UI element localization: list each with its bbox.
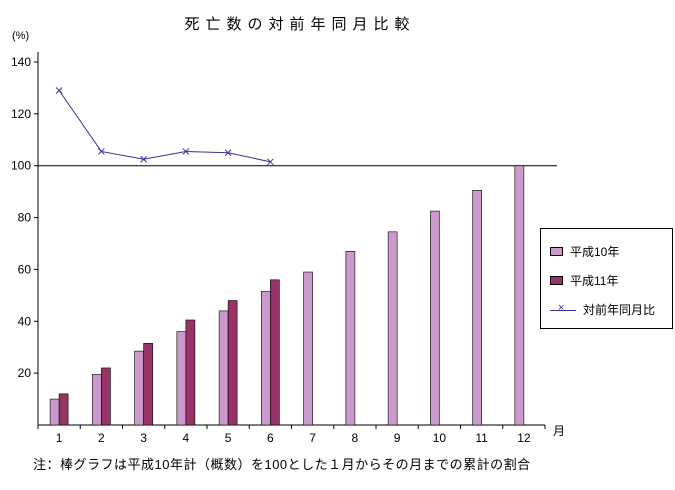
x-tick-label: 6 [267,431,274,445]
y-tick-label: 140 [11,55,31,69]
legend-x-marker-icon: × [558,301,565,314]
x-axis-label: 月 [553,424,566,438]
x-marker-month4 [182,148,190,155]
x-marker-month3 [140,155,147,163]
legend-item-ratio: × 対前年同月比 [550,295,672,324]
x-tick-label: 8 [352,431,359,445]
chart-title: 死亡数の対前年同月比較 [184,16,416,33]
legend-item-heisei11: 平成11年 [550,266,672,295]
bar-series1-month3 [134,350,144,426]
bar-series2-month1 [58,393,69,426]
legend-item-heisei10: 平成10年 [550,237,672,266]
legend-line-marker-icon: × [550,301,576,316]
bar-series1-month2 [92,374,102,426]
x-tick-label: 12 [517,431,531,445]
bar-series2-month3 [143,343,153,426]
bar-series1-month8 [345,250,356,426]
bar-series1-month6 [261,291,271,426]
legend-line-icon [550,309,576,311]
bar-series2-month5 [227,300,238,426]
bar-series1-month5 [218,310,229,426]
legend-swatch-heisei10 [550,247,563,256]
bar-series1-month1 [49,398,60,426]
x-tick-label: 9 [394,431,401,445]
legend: 平成10年 平成11年 × 対前年同月比 [540,228,673,329]
bar-series2-month2 [101,367,111,426]
bar-series1-month10 [430,210,440,426]
y-tick-label: 80 [18,211,32,225]
x-marker-month6 [267,158,274,166]
x-tick-label: 11 [475,431,488,445]
x-tick-label: 10 [433,431,447,445]
x-marker-month5 [224,149,232,157]
legend-label-heisei11: 平成11年 [570,274,619,288]
legend-label-ratio: 対前年同月比 [583,303,656,317]
x-marker-month2 [98,148,105,155]
legend-label-heisei10: 平成10年 [570,245,620,259]
y-axis-unit-label: (%) [12,30,30,42]
y-tick-label: 20 [18,366,32,380]
x-marker-month1 [55,87,63,94]
footnote: 注：棒グラフは平成10年計（概数）を100とした１月からその月までの累計の割合 [33,457,531,472]
y-tick-label: 120 [11,107,31,121]
bar-series2-month6 [270,279,280,426]
y-tick-label: 40 [18,314,32,328]
ratio-line [58,90,271,163]
x-tick-label: 5 [225,431,232,445]
bar-series2-month4 [185,319,196,426]
x-tick-label: 1 [56,431,63,445]
legend-swatch-heisei11 [550,276,563,285]
x-tick-label: 2 [98,431,105,445]
y-tick-label: 100 [11,159,31,173]
x-tick-label: 3 [140,431,147,445]
bar-series1-month11 [472,190,482,426]
x-tick-label: 4 [183,431,190,445]
x-tick-label: 7 [309,431,316,445]
bar-series1-month7 [303,271,313,426]
y-tick-label: 60 [18,262,32,276]
bar-series1-month12 [514,165,525,426]
bar-series1-month9 [387,231,398,426]
bar-series1-month4 [176,331,187,426]
